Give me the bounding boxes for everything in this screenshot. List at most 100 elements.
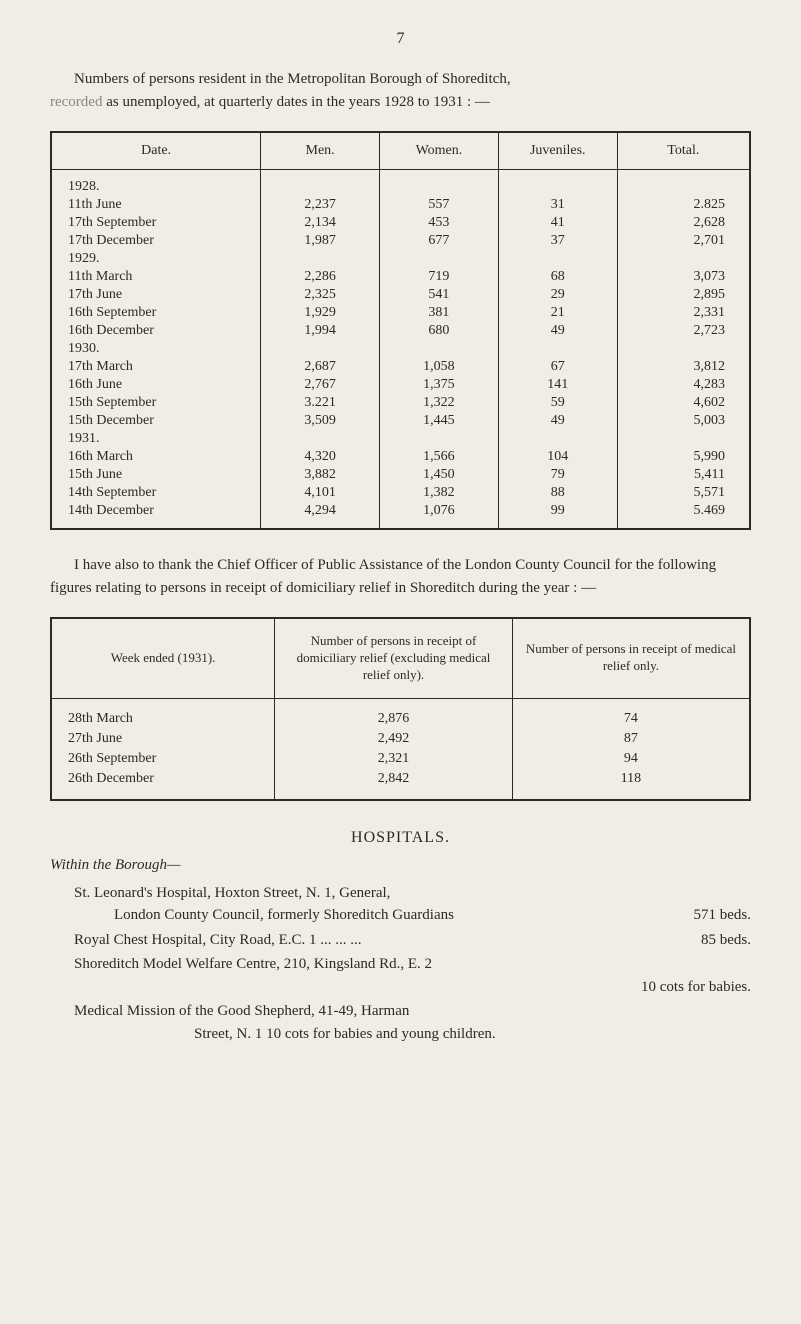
- juveniles-cell: 49: [498, 322, 617, 340]
- col-header-total: Total.: [617, 132, 750, 170]
- date-cell: 16th March: [51, 448, 261, 466]
- table-row: 15th December 3,509 1,445 49 5,003: [51, 412, 750, 430]
- table-header-row: Date. Men. Women. Juveniles. Total.: [51, 132, 750, 170]
- hospital-cots: 10 cots for babies.: [641, 979, 751, 995]
- men-cell: 1,929: [261, 304, 380, 322]
- juveniles-cell: 141: [498, 376, 617, 394]
- intro-paragraph: Numbers of persons resident in the Metro…: [50, 68, 751, 113]
- juveniles-cell: 49: [498, 412, 617, 430]
- date-cell: 26th December: [51, 769, 275, 789]
- hospital-line: London County Council, formerly Shoredit…: [114, 904, 751, 927]
- hospital-line: Medical Mission of the Good Shepherd, 41…: [74, 1003, 409, 1019]
- hospital-beds: 571 beds.: [694, 904, 752, 927]
- women-cell: 1,445: [380, 412, 499, 430]
- women-cell: 541: [380, 286, 499, 304]
- date-cell: 17th September: [51, 214, 261, 232]
- hospital-entry: Medical Mission of the Good Shepherd, 41…: [74, 1000, 751, 1045]
- hospital-entry: Royal Chest Hospital, City Road, E.C. 1 …: [74, 929, 751, 952]
- date-cell: 14th December: [51, 502, 261, 520]
- table-row: 26th September 2,321 94: [51, 749, 750, 769]
- women-cell: 1,058: [380, 358, 499, 376]
- total-cell: 5.469: [617, 502, 750, 520]
- women-cell: 381: [380, 304, 499, 322]
- date-cell: 17th March: [51, 358, 261, 376]
- hospital-line: Street, N. 1 10 cots for babies and youn…: [194, 1023, 751, 1046]
- intro-text-part1: Numbers of persons resident in the Metro…: [74, 71, 511, 87]
- table-row: 15th June 3,882 1,450 79 5,411: [51, 466, 750, 484]
- hospital-beds: 85 beds.: [701, 929, 751, 952]
- domiciliary-cell: 2,842: [275, 769, 513, 789]
- col-header-date: Date.: [51, 132, 261, 170]
- total-cell: 3,812: [617, 358, 750, 376]
- table-row: 17th September 2,134 453 41 2,628: [51, 214, 750, 232]
- total-cell: 2,895: [617, 286, 750, 304]
- men-cell: 2,286: [261, 268, 380, 286]
- table-row: 27th June 2,492 87: [51, 729, 750, 749]
- men-cell: 4,294: [261, 502, 380, 520]
- women-cell: 1,375: [380, 376, 499, 394]
- men-cell: 4,320: [261, 448, 380, 466]
- year-cell: 1931.: [51, 430, 261, 448]
- men-cell: 2,237: [261, 196, 380, 214]
- table-row: 16th December 1,994 680 49 2,723: [51, 322, 750, 340]
- women-cell: 453: [380, 214, 499, 232]
- col-header-women: Women.: [380, 132, 499, 170]
- men-cell: 2,687: [261, 358, 380, 376]
- hospital-line: 10 cots for babies.: [74, 976, 751, 999]
- year-cell: 1930.: [51, 340, 261, 358]
- juveniles-cell: 88: [498, 484, 617, 502]
- medical-cell: 74: [512, 709, 750, 729]
- hospital-line: St. Leonard's Hospital, Hoxton Street, N…: [74, 885, 390, 901]
- mid-paragraph: I have also to thank the Chief Officer o…: [50, 554, 751, 599]
- women-cell: 1,322: [380, 394, 499, 412]
- women-cell: 680: [380, 322, 499, 340]
- men-cell: 2,767: [261, 376, 380, 394]
- col-header-week: Week ended (1931).: [51, 618, 275, 698]
- date-cell: 11th June: [51, 196, 261, 214]
- col-header-medical: Number of persons in receipt of medical …: [512, 618, 750, 698]
- total-cell: 5,411: [617, 466, 750, 484]
- date-cell: 16th September: [51, 304, 261, 322]
- juveniles-cell: 68: [498, 268, 617, 286]
- hospital-line: Shoreditch Model Welfare Centre, 210, Ki…: [74, 956, 432, 972]
- juveniles-cell: 21: [498, 304, 617, 322]
- medical-cell: 87: [512, 729, 750, 749]
- date-cell: 11th March: [51, 268, 261, 286]
- juveniles-cell: 99: [498, 502, 617, 520]
- date-cell: 15th September: [51, 394, 261, 412]
- date-cell: 27th June: [51, 729, 275, 749]
- women-cell: 557: [380, 196, 499, 214]
- juveniles-cell: 37: [498, 232, 617, 250]
- total-cell: 4,283: [617, 376, 750, 394]
- year-cell: 1928.: [51, 178, 261, 196]
- total-cell: 5,990: [617, 448, 750, 466]
- total-cell: 2.825: [617, 196, 750, 214]
- hospital-text: London County Council, formerly Shoredit…: [114, 904, 454, 927]
- table-year-row: 1928.: [51, 178, 750, 196]
- total-cell: 2,628: [617, 214, 750, 232]
- women-cell: 1,450: [380, 466, 499, 484]
- relief-table: Week ended (1931). Number of persons in …: [50, 617, 751, 801]
- women-cell: 1,076: [380, 502, 499, 520]
- table-row: 11th June 2,237 557 31 2.825: [51, 196, 750, 214]
- unemployment-table: Date. Men. Women. Juveniles. Total. 1928…: [50, 131, 751, 530]
- total-cell: 2,701: [617, 232, 750, 250]
- table-row: 26th December 2,842 118: [51, 769, 750, 789]
- juveniles-cell: 31: [498, 196, 617, 214]
- men-cell: 2,134: [261, 214, 380, 232]
- date-cell: 26th September: [51, 749, 275, 769]
- table-row: 16th June 2,767 1,375 141 4,283: [51, 376, 750, 394]
- table-row: 17th March 2,687 1,058 67 3,812: [51, 358, 750, 376]
- juveniles-cell: 79: [498, 466, 617, 484]
- hospital-text: Royal Chest Hospital, City Road, E.C. 1 …: [74, 929, 362, 952]
- date-cell: 15th June: [51, 466, 261, 484]
- table-row: 17th December 1,987 677 37 2,701: [51, 232, 750, 250]
- men-cell: 3.221: [261, 394, 380, 412]
- col-header-men: Men.: [261, 132, 380, 170]
- table-row: 28th March 2,876 74: [51, 709, 750, 729]
- document-page: 7 Numbers of persons resident in the Met…: [0, 0, 801, 1087]
- juveniles-cell: 41: [498, 214, 617, 232]
- hospitals-heading: HOSPITALS.: [50, 829, 751, 847]
- men-cell: 3,882: [261, 466, 380, 484]
- col-header-domiciliary: Number of persons in receipt of domicili…: [275, 618, 513, 698]
